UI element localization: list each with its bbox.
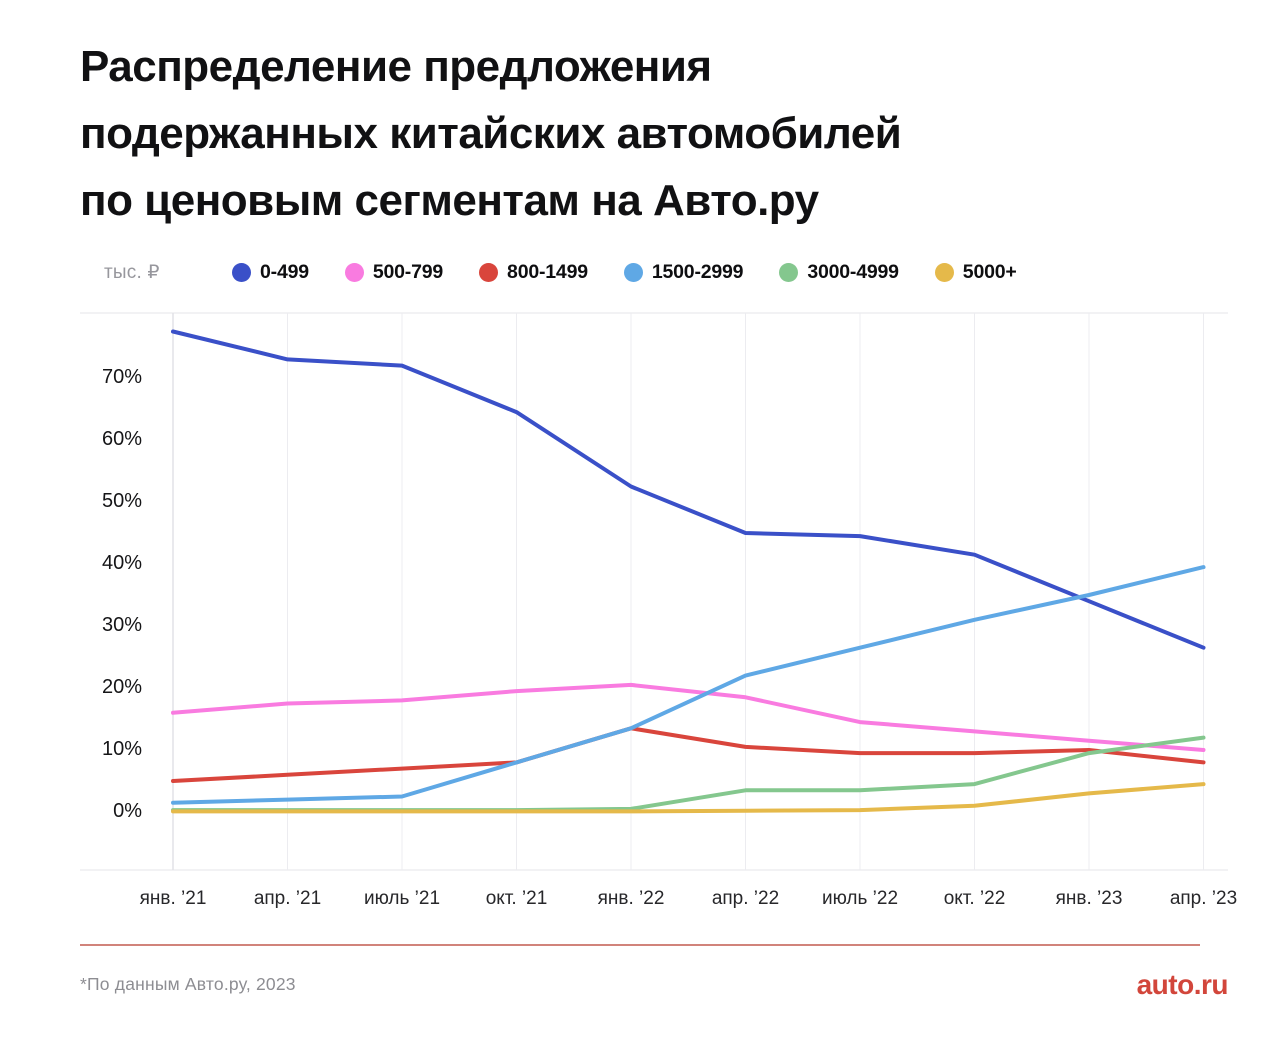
x-axis-label-0: янв. ’21 <box>139 888 207 909</box>
y-axis-label-70: 70% <box>101 366 142 388</box>
y-axis-label-50: 50% <box>101 490 142 512</box>
legend: 0-499 500-799 800-1499 1500-2999 3000-4999 50… <box>232 261 1017 284</box>
unit-label: тыс. ₽ <box>104 262 160 283</box>
y-axis-label-60: 60% <box>101 428 142 450</box>
x-axis-label-7: окт. ’22 <box>943 888 1006 909</box>
legend-label: 1500-2999 <box>651 261 744 283</box>
series-line-800-1499 <box>171 726 1206 783</box>
x-axis-label-8: янв. ’23 <box>1055 888 1123 909</box>
series-line-500-799 <box>171 682 1206 752</box>
legend-item-1500-2999: 1500-2999 <box>623 261 744 284</box>
x-axis-label-1: апр. ’21 <box>253 888 322 909</box>
y-axis-label-20: 20% <box>101 676 142 698</box>
legend-label: 5000+ <box>962 261 1017 283</box>
legend-dot-icon <box>479 263 499 282</box>
legend-dot-icon <box>779 263 799 282</box>
legend-dot-icon <box>344 263 364 282</box>
legend-label: 500-799 <box>372 261 444 283</box>
legend-row: тыс. ₽ 0-499 500-799 800-1499 1500-2999 3000… <box>104 261 1220 284</box>
legend-label: 0-499 <box>260 261 309 283</box>
series-line-5000+ <box>171 782 1206 814</box>
x-axis-label-6: июль ’22 <box>821 888 899 909</box>
y-axis-label-30: 30% <box>101 614 142 636</box>
autoru-logo: auto.ru <box>1136 969 1229 1000</box>
y-axis-label-10: 10% <box>101 738 142 760</box>
x-axis-label-3: окт. ’21 <box>485 888 548 909</box>
series-line-0-499 <box>171 329 1206 650</box>
legend-dot-icon <box>934 263 954 282</box>
legend-item-5000+: 5000+ <box>934 261 1017 284</box>
legend-dot-icon <box>232 263 251 282</box>
series-line-1500-2999 <box>171 565 1206 805</box>
legend-label: 800-1499 <box>507 261 588 283</box>
legend-label: 3000-4999 <box>807 261 899 283</box>
legend-item-500-799: 500-799 <box>344 261 444 284</box>
x-axis-label-5: апр. ’22 <box>711 888 780 909</box>
legend-dot-icon <box>623 263 643 282</box>
legend-item-3000-4999: 3000-4999 <box>779 261 899 284</box>
x-axis-label-2: июль ’21 <box>363 888 441 909</box>
y-axis-label-0: 0% <box>113 800 142 822</box>
footer-divider <box>80 944 1200 946</box>
y-axis-label-40: 40% <box>101 552 142 574</box>
x-axis-label-4: янв. ’22 <box>597 888 665 909</box>
legend-item-800-1499: 800-1499 <box>479 261 588 284</box>
x-axis-label-9: апр. ’23 <box>1169 888 1238 909</box>
legend-item-0-499: 0-499 <box>232 261 309 284</box>
chart-title: Распределение предложения подержанных ки… <box>80 42 902 225</box>
source-footnote: *По данным Авто.ру, 2023 <box>80 974 296 994</box>
